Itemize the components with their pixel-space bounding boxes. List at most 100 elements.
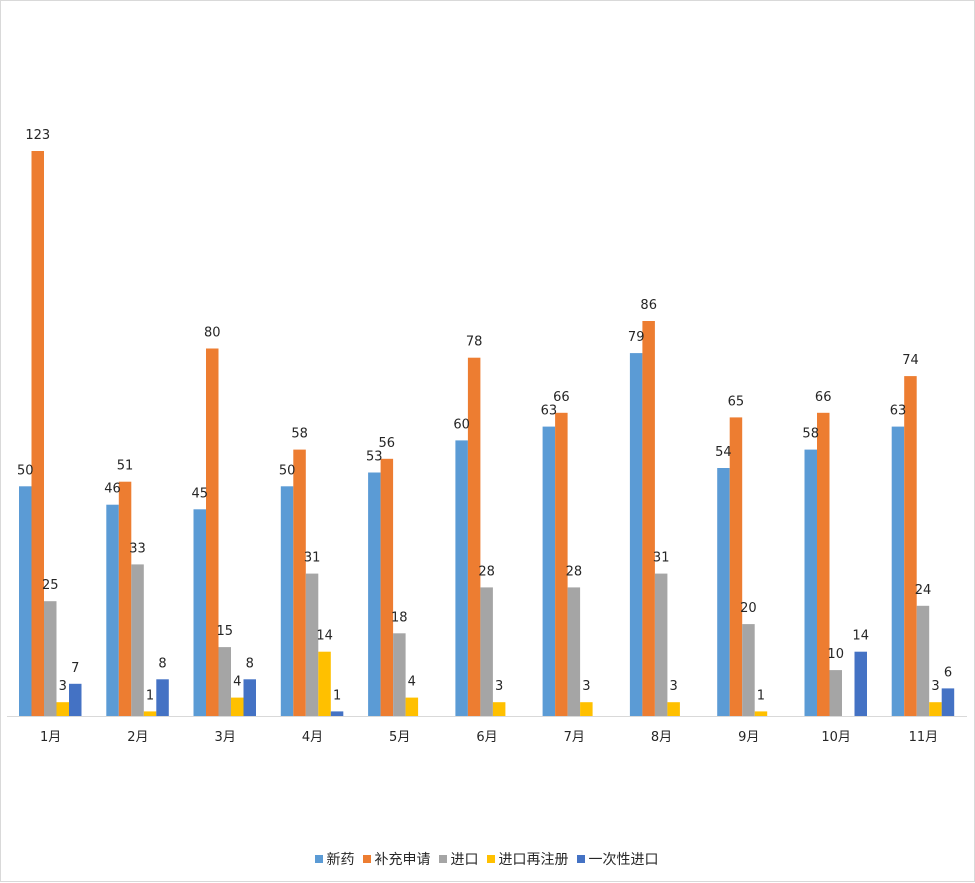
bar-一次性进口-2月 (156, 679, 169, 716)
bar-进口-1月 (44, 601, 57, 716)
data-label-一次性进口-11月: 6 (944, 665, 952, 680)
data-label-进口再注册-7月: 3 (582, 679, 590, 694)
data-label-进口-10月: 10 (827, 647, 844, 662)
bar-进口再注册-5月 (405, 697, 419, 716)
data-label-进口-11月: 24 (915, 583, 932, 598)
bar-新药-9月 (717, 468, 730, 716)
bar-新药-11月 (891, 426, 905, 716)
data-label-进口-9月: 20 (740, 601, 757, 616)
data-label-新药-10月: 58 (802, 427, 819, 442)
x-tick-11月: 11月 (909, 730, 939, 745)
data-label-补充申请-5月: 56 (379, 436, 396, 451)
data-label-新药-7月: 63 (541, 404, 558, 419)
data-label-补充申请-8月: 86 (640, 298, 657, 313)
x-tick-10月: 10月 (821, 730, 851, 745)
data-label-进口-6月: 28 (478, 564, 495, 579)
bar-进口再注册-6月 (492, 702, 506, 716)
data-label-新药-6月: 60 (453, 417, 470, 432)
bar-补充申请-4月 (293, 449, 306, 716)
legend-item-补充申请: 补充申请 (362, 849, 431, 869)
bar-补充申请-11月 (904, 376, 917, 716)
data-label-进口再注册-2月: 1 (146, 688, 154, 703)
data-label-进口再注册-11月: 3 (931, 679, 939, 694)
x-tick-3月: 3月 (215, 730, 236, 745)
legend-swatch (314, 855, 323, 863)
data-labels-layer: 5012325374651331845801548505831141535618… (17, 128, 952, 703)
legend-item-进口: 进口 (438, 849, 479, 869)
bar-新药-7月 (542, 426, 556, 716)
legend-swatch (362, 855, 371, 863)
data-label-补充申请-10月: 66 (815, 390, 832, 405)
data-label-新药-4月: 50 (279, 463, 296, 478)
legend-item-一次性进口: 一次性进口 (576, 849, 659, 869)
data-label-一次性进口-10月: 14 (852, 629, 869, 644)
data-label-新药-11月: 63 (890, 404, 907, 419)
data-label-进口-5月: 18 (391, 610, 408, 625)
bar-新药-1月 (19, 486, 32, 716)
data-label-补充申请-3月: 80 (204, 326, 221, 341)
data-label-新药-8月: 79 (628, 330, 645, 345)
data-label-进口再注册-3月: 4 (233, 675, 241, 690)
bar-补充申请-5月 (380, 458, 394, 716)
bar-进口-2月 (131, 564, 144, 716)
bar-补充申请-2月 (118, 481, 132, 716)
bar-补充申请-7月 (555, 412, 568, 716)
bar-补充申请-8月 (642, 321, 655, 716)
x-tick-2月: 2月 (127, 730, 148, 745)
bar-新药-10月 (804, 449, 817, 716)
bar-进口-11月 (916, 605, 930, 716)
legend-label: 补充申请 (374, 852, 431, 868)
bar-补充申请-1月 (31, 151, 44, 716)
bar-新药-2月 (106, 504, 119, 716)
data-label-新药-2月: 46 (104, 482, 121, 497)
bar-进口再注册-2月 (143, 711, 157, 716)
bar-进口再注册-7月 (580, 702, 593, 716)
bar-进口再注册-8月 (667, 702, 680, 716)
data-label-进口-2月: 33 (129, 541, 146, 556)
data-label-一次性进口-2月: 8 (158, 656, 166, 671)
x-tick-9月: 9月 (738, 730, 759, 745)
bar-新药-8月 (629, 353, 643, 716)
bar-补充申请-10月 (817, 412, 830, 716)
legend-label: 进口 (450, 852, 479, 868)
data-label-新药-1月: 50 (17, 463, 34, 478)
legend-item-新药: 新药 (314, 849, 355, 869)
data-label-补充申请-6月: 78 (466, 335, 483, 350)
x-tick-7月: 7月 (564, 730, 585, 745)
data-label-新药-3月: 45 (192, 486, 209, 501)
data-label-补充申请-7月: 66 (553, 390, 570, 405)
data-label-进口-1月: 25 (42, 578, 59, 593)
legend-label: 一次性进口 (588, 852, 659, 868)
data-label-进口再注册-9月: 1 (757, 688, 765, 703)
bar-一次性进口-4月 (330, 711, 344, 716)
x-tick-6月: 6月 (476, 730, 497, 745)
legend-item-进口再注册: 进口再注册 (486, 849, 569, 869)
x-tick-4月: 4月 (302, 730, 323, 745)
bar-补充申请-3月 (206, 348, 219, 716)
bar-进口-3月 (218, 647, 231, 716)
data-label-进口再注册-5月: 4 (408, 675, 416, 690)
data-label-补充申请-1月: 123 (25, 128, 50, 143)
data-label-新药-9月: 54 (715, 445, 732, 460)
data-label-一次性进口-3月: 8 (246, 656, 254, 671)
data-label-进口-4月: 31 (304, 551, 321, 566)
bar-进口再注册-4月 (318, 651, 331, 716)
data-label-一次性进口-1月: 7 (71, 661, 79, 676)
data-label-新药-5月: 53 (366, 450, 383, 465)
bar-一次性进口-3月 (243, 679, 256, 716)
data-label-进口再注册-6月: 3 (495, 679, 503, 694)
bar-进口再注册-11月 (929, 702, 942, 716)
x-tick-8月: 8月 (651, 730, 672, 745)
bar-新药-5月 (368, 472, 381, 716)
bar-进口-8月 (654, 573, 668, 716)
data-label-补充申请-2月: 51 (117, 459, 134, 474)
legend: 新药 补充申请 进口 进口再注册 一次性进口 (1, 849, 974, 869)
legend-swatch (576, 855, 585, 863)
bar-补充申请-9月 (729, 417, 743, 716)
data-label-进口-3月: 15 (217, 624, 234, 639)
x-tick-labels: 1月 2月 3月 4月 5月 6月 7月 8月 9月 10月 11月 (40, 730, 938, 745)
bars-layer (19, 151, 955, 716)
bar-进口-10月 (829, 670, 842, 716)
